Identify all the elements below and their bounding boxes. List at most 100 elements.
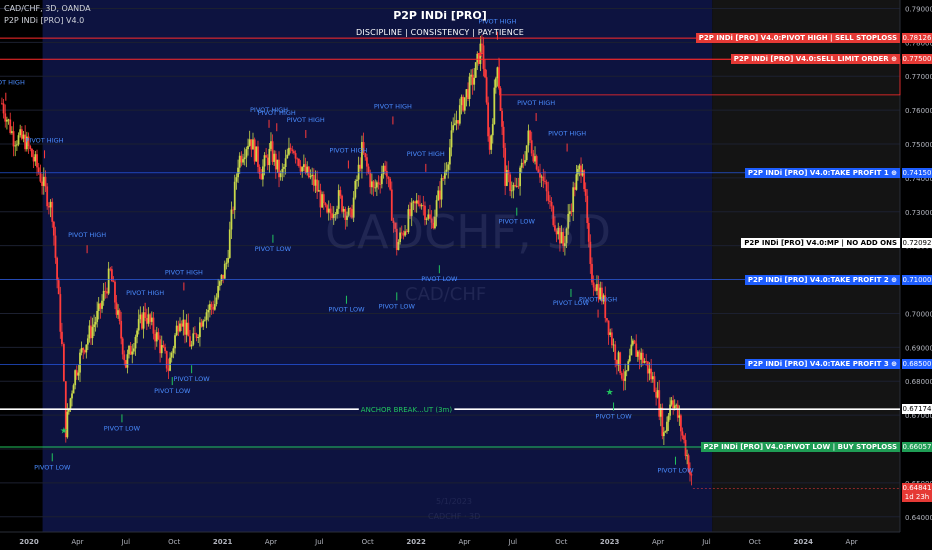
candle-body <box>199 322 201 337</box>
candle-body <box>662 432 665 437</box>
candle-body <box>380 174 383 185</box>
candle-body <box>387 176 390 179</box>
candle-body <box>142 312 145 329</box>
candle-body <box>402 233 405 236</box>
candle-body <box>382 165 385 175</box>
candle-body <box>361 142 363 169</box>
candle-body <box>615 360 618 366</box>
candle-body <box>549 200 551 202</box>
watermark-date: 5/1/2023 <box>436 497 472 506</box>
candle-body <box>220 274 223 282</box>
candle-body <box>527 130 530 146</box>
level-label-mp: P2P INDi [PRO] V4.0:MP | NO ADD ONS <box>741 237 900 248</box>
price-tag-last: 0.64841 <box>902 483 932 494</box>
candle-body <box>443 171 446 179</box>
candle-body <box>610 332 613 346</box>
candle-body <box>187 322 190 337</box>
candle-body <box>66 411 69 438</box>
price-tag-buy: 0.66057 <box>902 442 932 453</box>
candle-body <box>265 155 268 158</box>
candle-body <box>364 153 367 158</box>
candle-body <box>107 268 110 294</box>
candle-body <box>439 190 441 200</box>
candle-body <box>311 174 314 177</box>
candle-body <box>159 339 161 354</box>
x-tick-label: Apr <box>458 538 470 546</box>
y-tick-label: 0.64000 <box>905 514 932 522</box>
candle-body <box>42 176 45 186</box>
candle-body <box>420 205 423 207</box>
candle-body <box>628 355 631 362</box>
candle-body <box>136 330 138 337</box>
candle-body <box>664 431 667 433</box>
candle-body <box>279 172 282 178</box>
candle-body <box>651 376 654 380</box>
chart-title: P2P INDi [PRO] <box>393 9 487 22</box>
y-tick-label: 0.67000 <box>905 412 932 420</box>
candle-body <box>227 257 230 263</box>
x-tick-label: Jul <box>121 538 131 546</box>
level-label-buy: P2P INDi [PRO] V4.0:PIVOT LOW | BUY STOP… <box>700 442 900 453</box>
candle-body <box>622 378 625 381</box>
candle-body <box>271 141 274 162</box>
candle-body <box>507 170 510 175</box>
candle-body <box>415 200 418 204</box>
candle-body <box>476 53 479 63</box>
candle-body <box>604 295 607 319</box>
candle-body <box>2 103 5 114</box>
candle-body <box>686 455 688 457</box>
candle-body <box>630 344 633 356</box>
candle-body <box>29 146 32 149</box>
x-tick-label: 2021 <box>213 538 233 546</box>
candle-body <box>409 209 411 217</box>
candle-body <box>659 407 662 417</box>
x-tick-label: Jul <box>314 538 324 546</box>
candle-body <box>370 181 373 188</box>
candle-body <box>180 323 183 327</box>
candle-body <box>144 312 147 318</box>
candle-body <box>200 322 203 327</box>
candle-body <box>242 159 244 163</box>
candle-body <box>578 165 581 170</box>
candle-body <box>299 166 302 172</box>
candle-body <box>222 274 225 279</box>
candle-body <box>552 206 555 226</box>
candle-body <box>128 345 130 355</box>
candle-body <box>601 287 603 302</box>
level-label-tp: P2P INDi [PRO] V4.0:TAKE PROFIT 1 ⊕ <box>744 167 900 178</box>
candle-body <box>559 227 561 244</box>
pivot-label-high: PIVOT HIGH <box>258 109 296 117</box>
candle-body <box>195 333 198 338</box>
candle-body <box>51 201 54 222</box>
candle-body <box>545 181 548 192</box>
candle-body <box>96 310 99 322</box>
candle-body <box>658 390 661 417</box>
x-tick-label: Jul <box>701 538 711 546</box>
pivot-label-high: PIVOT HIGH <box>329 146 367 154</box>
candle-body <box>641 352 644 363</box>
candle-body <box>395 228 398 250</box>
candle-body <box>337 190 340 209</box>
candle-body <box>68 408 70 412</box>
candle-body <box>372 181 375 188</box>
candle-body <box>321 194 324 208</box>
watermark-mid: CAD/CHF <box>405 284 487 305</box>
candle-body <box>567 213 570 229</box>
candle-body <box>154 333 157 342</box>
candle-body <box>235 177 238 182</box>
candle-body <box>39 172 42 182</box>
candle-body <box>525 145 528 161</box>
pivot-label-low: PIVOT LOW <box>657 467 694 475</box>
signal-star-icon: ★ <box>60 427 68 437</box>
pivot-label-low: PIVOT LOW <box>104 424 141 432</box>
title-block: P2P INDi [PRO] DISCIPLINE | CONSISTENCY … <box>330 0 550 37</box>
candle-body <box>90 325 92 339</box>
y-tick-label: 0.79000 <box>905 5 932 13</box>
candle-body <box>672 400 675 409</box>
candle-body <box>367 166 370 173</box>
candle-body <box>602 295 605 302</box>
candle-body <box>633 340 636 344</box>
candle-body <box>250 139 253 150</box>
candle-body <box>681 431 684 436</box>
x-tick-label: Jul <box>508 538 518 546</box>
